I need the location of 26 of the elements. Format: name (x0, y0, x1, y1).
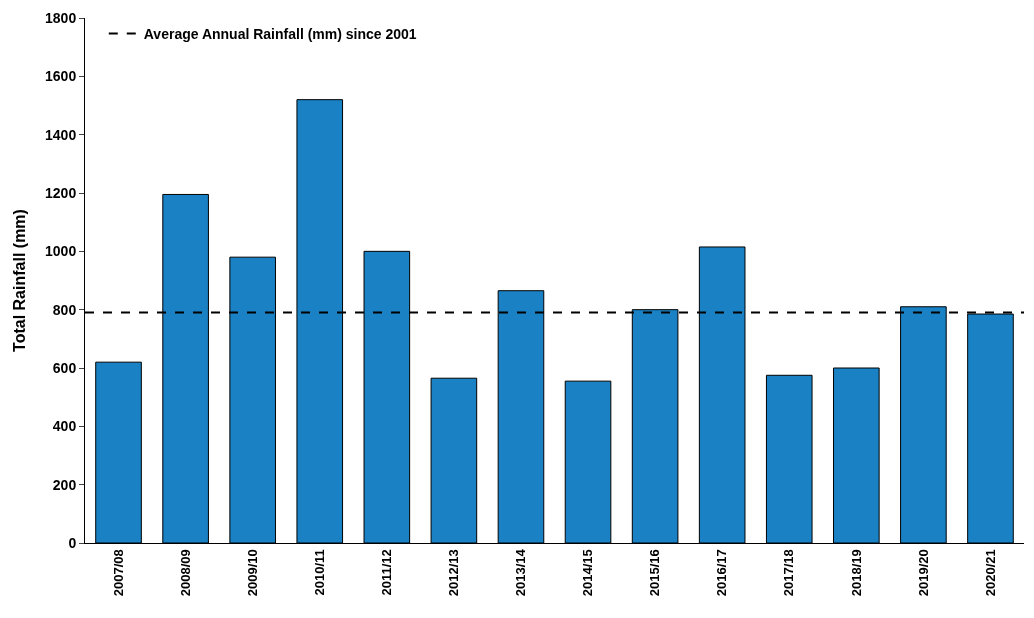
y-axis-title: Total Rainfall (mm) (10, 209, 28, 352)
x-tick-label: 2020/21 (982, 549, 998, 597)
x-tick-label: 2014/15 (580, 549, 596, 597)
x-tick-label: 2016/17 (714, 549, 730, 597)
y-tick-label: 800 (52, 301, 77, 318)
y-tick-label: 400 (52, 418, 77, 435)
x-tick-label: 2019/20 (915, 549, 931, 597)
x-tick-label: 2015/16 (647, 549, 663, 597)
y-tick-label: 200 (52, 476, 77, 493)
x-tick-label: 2011/12 (379, 549, 395, 596)
y-tick-label: 600 (52, 359, 77, 376)
y-tick-label: 0 (68, 534, 77, 551)
x-tick-label: 2018/19 (848, 549, 864, 597)
x-tick-label: 2009/10 (244, 549, 260, 597)
x-tick-label: 2012/13 (446, 549, 462, 597)
y-tick-label: 1200 (45, 184, 77, 201)
x-tick-label: 2013/14 (513, 548, 529, 597)
y-tick-label: 1800 (45, 9, 77, 26)
y-tick-label: 1600 (45, 68, 77, 85)
y-tick-label: 1400 (45, 126, 77, 143)
x-tick-label: 2010/11 (311, 549, 327, 596)
x-tick-label: 2017/18 (781, 549, 797, 597)
legend-label: Average Annual Rainfall (mm) since 2001 (143, 26, 417, 43)
x-tick-label: 2007/08 (110, 549, 126, 597)
x-tick-label: 2008/09 (177, 549, 193, 597)
y-tick-label: 1000 (45, 243, 77, 260)
